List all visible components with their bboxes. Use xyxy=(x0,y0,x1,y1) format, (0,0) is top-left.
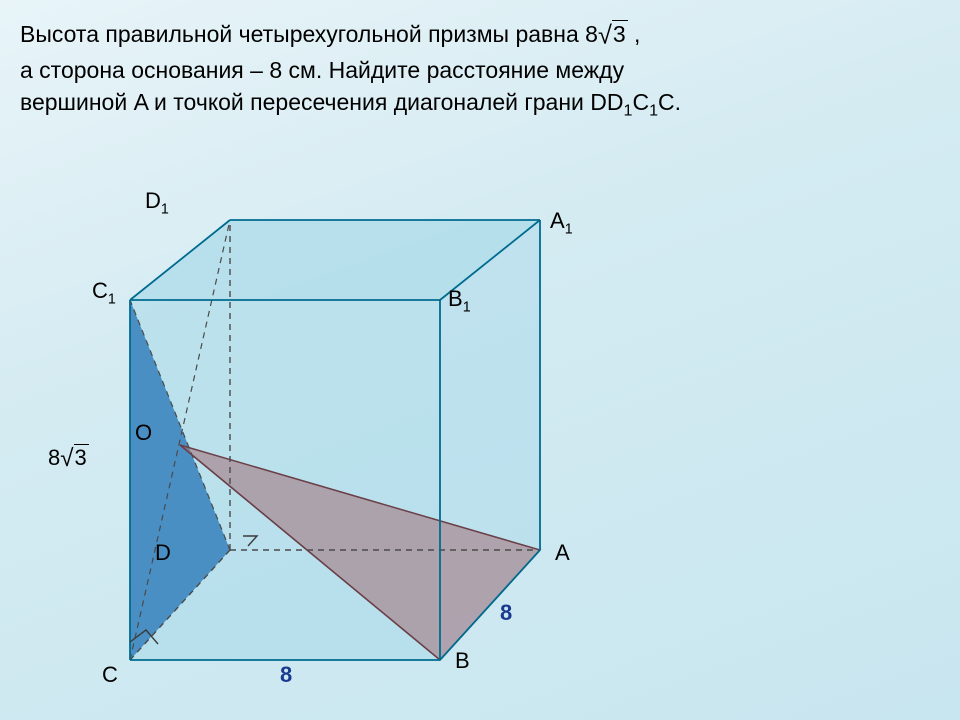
problem-line1b: , xyxy=(634,21,640,47)
dim-bottom: 8 xyxy=(280,662,292,688)
label-c: C xyxy=(102,662,118,688)
height-label: 8√3 xyxy=(48,445,89,473)
dim-right: 8 xyxy=(500,600,512,626)
prism-svg xyxy=(80,170,780,710)
label-d: D xyxy=(155,540,171,566)
label-b: B xyxy=(455,648,470,674)
problem-statement: Высота правильной четырехугольной призмы… xyxy=(20,18,940,122)
label-b1: B1 xyxy=(448,286,471,315)
label-a: A xyxy=(555,540,570,566)
label-c1: C1 xyxy=(92,278,116,307)
problem-line3a: вершиной A и точкой пересечения диагонал… xyxy=(20,89,624,115)
problem-line1a: Высота правильной четырехугольной призмы… xyxy=(20,21,585,47)
height-expr-inline: 8√3 xyxy=(585,21,634,47)
prism-diagram: D1 A1 C1 B1 O D A B C 8 8 8√3 xyxy=(80,170,780,710)
label-o: O xyxy=(135,420,152,446)
label-d1: D1 xyxy=(145,188,169,217)
label-a1: A1 xyxy=(550,208,573,237)
problem-line2: а сторона основания – 8 см. Найдите расс… xyxy=(20,57,624,83)
